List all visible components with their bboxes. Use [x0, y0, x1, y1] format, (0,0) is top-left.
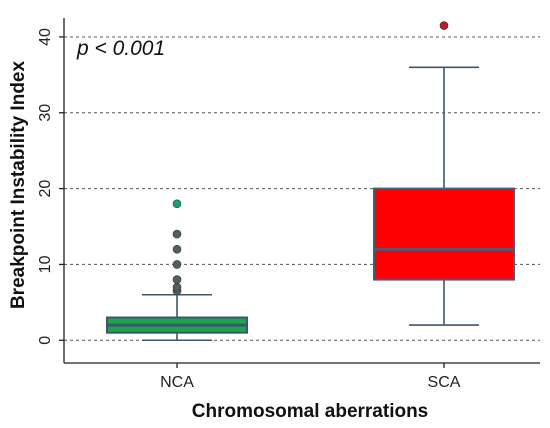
outlier-nca-6 — [172, 199, 182, 209]
outlier-nca-4 — [172, 244, 182, 254]
outlier-nca-1 — [172, 282, 182, 292]
axes — [63, 18, 540, 364]
x-tick-label-nca: NCA — [160, 374, 194, 391]
y-ticks: 0 10 20 30 40 — [37, 28, 64, 345]
outlier-sca-0 — [439, 21, 449, 30]
y-tick-label-30: 30 — [37, 104, 54, 122]
outlier-nca-5 — [172, 229, 182, 239]
y-tick-label-40: 40 — [37, 28, 54, 46]
y-axis-title: Breakpoint Instability Index — [8, 61, 29, 310]
outlier-nca-2 — [172, 275, 182, 284]
box-sca — [373, 21, 515, 326]
y-tick-label-10: 10 — [37, 255, 54, 273]
x-tick-label-sca: SCA — [428, 374, 461, 391]
x-axis-title: Chromosomal aberrations — [192, 401, 429, 422]
box-rect-sca — [373, 187, 515, 281]
outlier-nca-3 — [172, 260, 182, 269]
y-tick-label-20: 20 — [37, 180, 54, 198]
boxes — [106, 21, 515, 342]
y-tick-label-0: 0 — [37, 336, 54, 345]
p-value-annotation: p < 0.001 — [76, 37, 165, 60]
x-ticks: NCA SCA — [160, 363, 461, 391]
box-nca — [106, 199, 248, 342]
